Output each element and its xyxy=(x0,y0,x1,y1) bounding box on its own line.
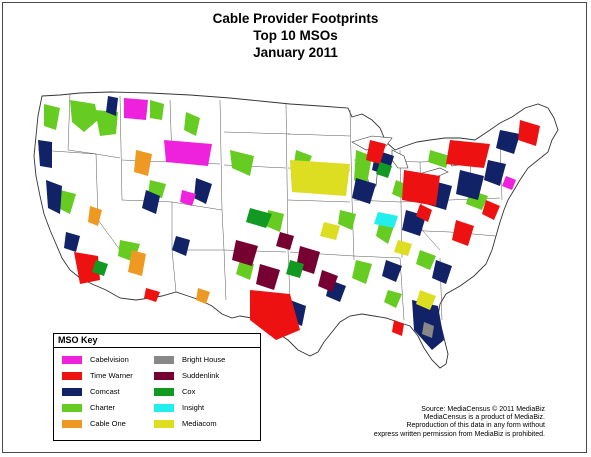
swatch-suddenlink xyxy=(154,371,174,380)
swatch-time-warner xyxy=(62,371,82,380)
legend-label: Cabelvision xyxy=(90,355,129,364)
coverage-cablevision xyxy=(124,98,516,206)
legend-item-comcast: Comcast xyxy=(62,387,120,396)
swatch-mediacom xyxy=(154,419,174,428)
legend-item-mediacom: Mediacom xyxy=(154,419,217,428)
legend-item-suddenlink: Suddenlink xyxy=(154,371,219,380)
legend-item-cox: Cox xyxy=(154,387,195,396)
source-line-1: Source: MediaCensus © 2011 MediaBiz xyxy=(421,406,545,413)
title-line-1: Cable Provider Footprints xyxy=(212,11,379,26)
source-line-4: express written permission from MediaBiz… xyxy=(373,430,545,438)
legend-item-cable-one: Cable One xyxy=(62,419,126,428)
title-line-3: January 2011 xyxy=(253,45,338,60)
legend-divider xyxy=(54,347,260,348)
swatch-cox xyxy=(154,387,174,396)
legend-item-time-warner: Time Warner xyxy=(62,371,133,380)
coverage-mediacom xyxy=(290,160,436,310)
legend-label: Comcast xyxy=(90,387,120,396)
legend-label: Cox xyxy=(182,387,196,396)
legend-label: Time Warner xyxy=(90,371,133,380)
swatch-bright-house xyxy=(154,355,174,364)
coverage-time-warner xyxy=(74,120,540,340)
coverage-cable-one xyxy=(88,150,210,304)
coverage-cox xyxy=(92,162,392,278)
swatch-comcast xyxy=(62,387,82,396)
legend-label: Insight xyxy=(182,403,205,412)
swatch-cable-one xyxy=(62,419,82,428)
coverage-insight xyxy=(374,212,398,228)
legend-label: Charter xyxy=(90,403,116,412)
coverage-bright-house xyxy=(422,322,434,338)
mso-legend: MSO Key Cabelvision Time Warner Comcast … xyxy=(53,333,261,441)
swatch-insight xyxy=(154,403,174,412)
source-line-3: Reproduction of this data in any form wi… xyxy=(406,422,545,430)
title-line-2: Top 10 MSOs xyxy=(253,28,338,43)
legend-item-charter: Charter xyxy=(62,403,115,412)
legend-item-bright-house: Bright House xyxy=(154,355,225,364)
legend-label: Suddenlink xyxy=(182,371,220,380)
source-line-2: MediaCensus is a product of MediaBiz. xyxy=(423,414,545,422)
legend-label: Bright House xyxy=(182,355,226,364)
source-note: Source: MediaCensus © 2011 MediaBiz Medi… xyxy=(345,406,545,439)
swatch-cabelvision xyxy=(62,355,82,364)
swatch-charter xyxy=(62,403,82,412)
legend-label: Mediacom xyxy=(182,419,217,428)
legend-item-cabelvision: Cabelvision xyxy=(62,355,129,364)
legend-item-insight: Insight xyxy=(154,403,204,412)
map-title: Cable Provider Footprints Top 10 MSOs Ja… xyxy=(0,10,591,61)
coverage-comcast xyxy=(38,96,520,350)
legend-title: MSO Key xyxy=(58,335,98,345)
legend-label: Cable One xyxy=(90,419,126,428)
